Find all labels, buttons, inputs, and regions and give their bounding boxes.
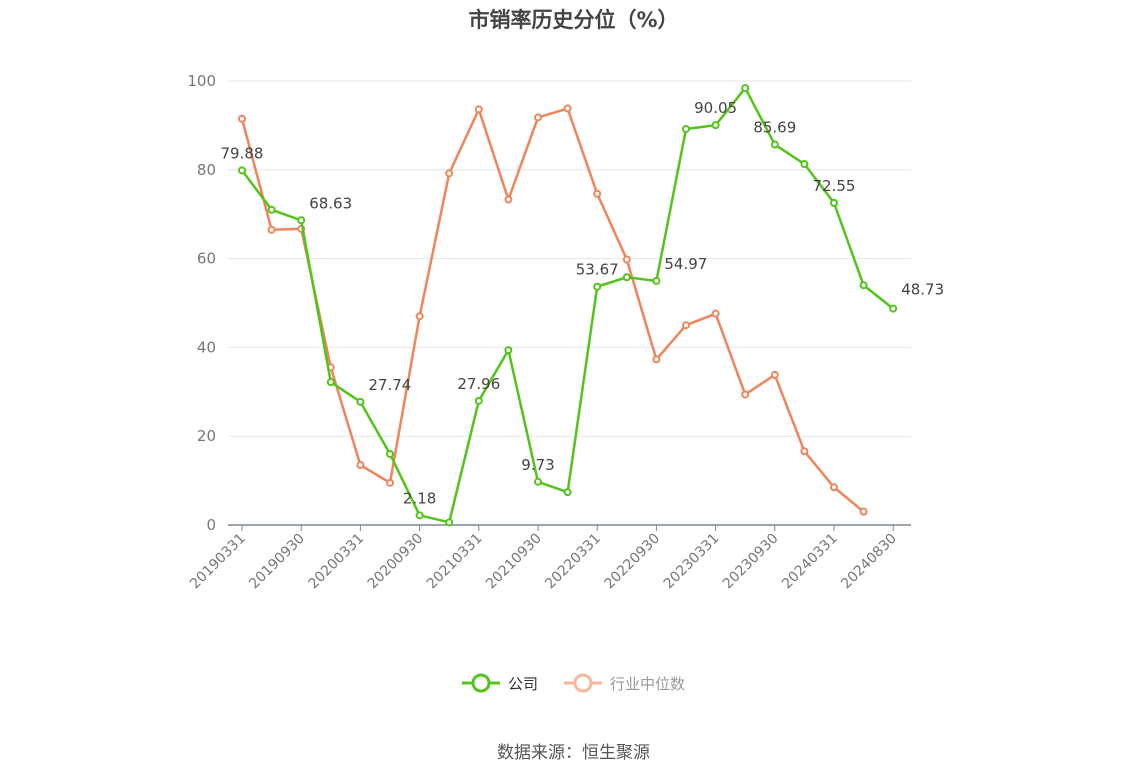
x-tick-label: 20220930	[602, 531, 664, 593]
data-labels: 79.88 68.63 27.74 2.18 27.96 9.73 53.67 54.97 90…	[221, 99, 945, 507]
data-point[interactable]	[711, 121, 720, 130]
data-point[interactable]	[238, 114, 246, 123]
data-point[interactable]	[238, 166, 246, 175]
data-point[interactable]	[267, 225, 276, 234]
data-point[interactable]	[504, 195, 513, 204]
legend: 公司 行业中位数	[0, 672, 1147, 694]
legend-industry-marker-icon	[564, 673, 602, 693]
x-tick-label: 20210930	[483, 531, 545, 593]
data-point[interactable]	[830, 483, 838, 492]
data-point[interactable]	[474, 396, 483, 405]
data-point[interactable]	[474, 105, 483, 114]
x-tick-label: 20240830	[838, 531, 900, 593]
data-point[interactable]	[593, 282, 602, 291]
data-point[interactable]	[563, 104, 572, 113]
series	[238, 84, 898, 527]
legend-company-marker-icon	[461, 673, 500, 693]
legend-item-industry[interactable]: 行业中位数	[564, 672, 685, 694]
data-point[interactable]	[386, 449, 394, 458]
data-point[interactable]	[297, 216, 306, 225]
data-label: 27.74	[368, 376, 411, 394]
axes: 0 20 40 60 80 100 2019033120190930202003312020…	[187, 72, 911, 592]
data-label: 54.97	[664, 255, 707, 273]
data-label: 2.18	[403, 489, 436, 507]
data-point[interactable]	[830, 198, 838, 207]
data-point[interactable]	[415, 312, 424, 321]
data-point[interactable]	[770, 370, 779, 379]
data-label: 68.63	[309, 194, 352, 212]
legend-item-company[interactable]: 公司	[461, 672, 538, 694]
data-point[interactable]	[859, 281, 868, 290]
data-point[interactable]	[741, 390, 750, 399]
data-point[interactable]	[534, 477, 542, 486]
data-point[interactable]	[326, 378, 335, 387]
data-point[interactable]	[504, 346, 513, 355]
chart-title: 市销率历史分位（%）	[468, 8, 679, 32]
data-point[interactable]	[770, 140, 779, 149]
data-point[interactable]	[386, 478, 394, 487]
series-line	[241, 86, 894, 524]
x-tick-label: 20240331	[779, 531, 841, 593]
data-point[interactable]	[356, 461, 365, 470]
x-tick-label: 20190331	[187, 531, 249, 593]
data-point[interactable]	[593, 189, 602, 198]
data-point[interactable]	[356, 397, 365, 406]
data-point[interactable]	[445, 518, 454, 527]
y-tick-label: 20	[197, 427, 216, 445]
x-tick-label: 20210331	[424, 531, 486, 593]
data-label: 90.05	[694, 99, 737, 117]
data-point[interactable]	[534, 113, 542, 122]
data-label: 53.67	[576, 261, 619, 279]
x-tick-label: 20190930	[246, 531, 308, 593]
data-point[interactable]	[889, 304, 898, 313]
x-tick-label: 20200930	[365, 531, 427, 593]
data-label: 27.96	[457, 375, 500, 393]
y-tick-label: 0	[206, 516, 216, 534]
data-point[interactable]	[652, 355, 661, 364]
legend-industry-label: 行业中位数	[610, 674, 686, 693]
data-point[interactable]	[622, 255, 631, 264]
data-point[interactable]	[652, 276, 661, 285]
series-line	[240, 107, 865, 513]
y-tick-label: 80	[197, 161, 216, 179]
y-tick-label: 60	[197, 250, 216, 268]
x-tick-label: 20230331	[661, 531, 723, 593]
y-tick-label: 100	[187, 72, 216, 90]
data-point[interactable]	[267, 205, 276, 214]
data-point[interactable]	[445, 169, 454, 178]
data-point[interactable]	[800, 160, 809, 169]
y-tick-label: 40	[197, 338, 216, 356]
data-source: 数据来源：恒生聚源	[497, 743, 650, 763]
data-point[interactable]	[800, 447, 809, 456]
data-point[interactable]	[682, 321, 690, 330]
data-label: 48.73	[901, 281, 944, 299]
x-tick-label: 20230930	[720, 531, 782, 593]
data-label: 72.55	[813, 177, 856, 195]
data-point[interactable]	[622, 273, 631, 282]
data-point[interactable]	[741, 84, 750, 93]
data-point[interactable]	[711, 309, 720, 318]
data-label: 9.73	[521, 456, 554, 474]
data-point[interactable]	[859, 507, 868, 516]
data-label: 85.69	[753, 119, 796, 137]
data-point[interactable]	[415, 511, 424, 520]
legend-company-label: 公司	[507, 674, 538, 693]
data-point[interactable]	[563, 488, 572, 497]
x-tick-label: 20220331	[542, 531, 604, 593]
x-tick-label: 20200331	[306, 531, 368, 593]
data-label: 79.88	[221, 144, 264, 162]
data-point[interactable]	[682, 124, 690, 133]
grid-lines	[228, 80, 911, 437]
